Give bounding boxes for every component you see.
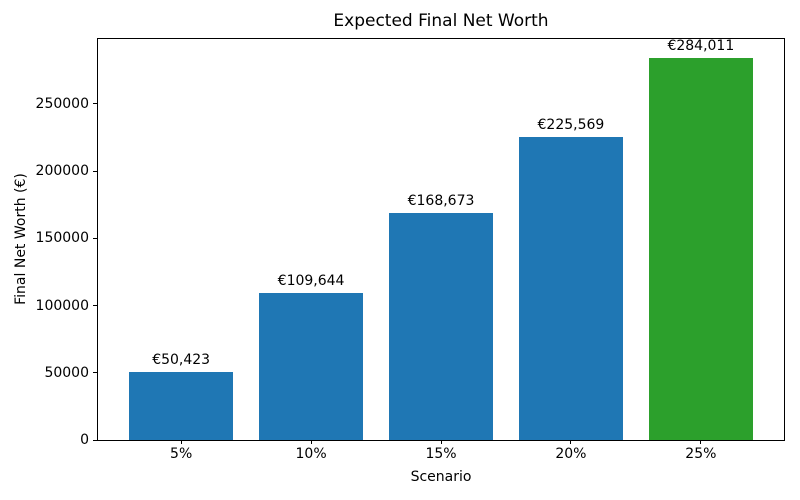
y-tick-label: 150000 <box>35 230 89 247</box>
bar <box>389 213 493 440</box>
y-tick-label: 250000 <box>35 95 89 112</box>
bar-value-label: €50,423 <box>152 352 211 369</box>
y-tick-mark <box>93 170 97 172</box>
x-tick-mark <box>180 440 182 444</box>
bar-value-label: €168,673 <box>407 193 475 210</box>
x-axis-label: Scenario <box>410 469 472 485</box>
x-tick-mark <box>570 440 572 444</box>
x-tick-mark <box>310 440 312 444</box>
y-tick-label: 100000 <box>35 297 89 314</box>
y-tick-mark <box>93 103 97 105</box>
y-tick-mark <box>93 305 97 307</box>
plot-area: €50,423 5% €109,644 10% €168,673 15% €225,569 2… <box>36 38 785 462</box>
x-tick-label: 10% <box>295 446 327 462</box>
x-tick-label: 20% <box>555 446 587 462</box>
y-tick-label: 50000 <box>44 364 89 381</box>
y-tick-mark <box>93 372 97 374</box>
x-tick-label: 15% <box>425 446 457 462</box>
bar <box>518 136 623 440</box>
bar-value-label: €284,011 <box>667 38 735 55</box>
x-tick-label: 25% <box>685 446 717 462</box>
bar <box>259 292 364 440</box>
y-tick-mark <box>93 439 97 441</box>
bar-value-label: €225,569 <box>537 116 605 133</box>
y-tick-label: 200000 <box>35 163 89 180</box>
y-axis-label: Final Net Worth (€) <box>13 173 29 305</box>
bar-value-label: €109,644 <box>277 272 345 289</box>
bar <box>129 372 234 440</box>
bar <box>648 58 753 440</box>
x-tick-mark <box>700 440 702 444</box>
y-tick-mark <box>93 237 97 239</box>
x-tick-mark <box>440 440 442 444</box>
chart-title: Expected Final Net Worth <box>333 11 549 31</box>
y-tick-label: 0 <box>80 432 89 448</box>
x-tick-label: 5% <box>170 446 193 462</box>
